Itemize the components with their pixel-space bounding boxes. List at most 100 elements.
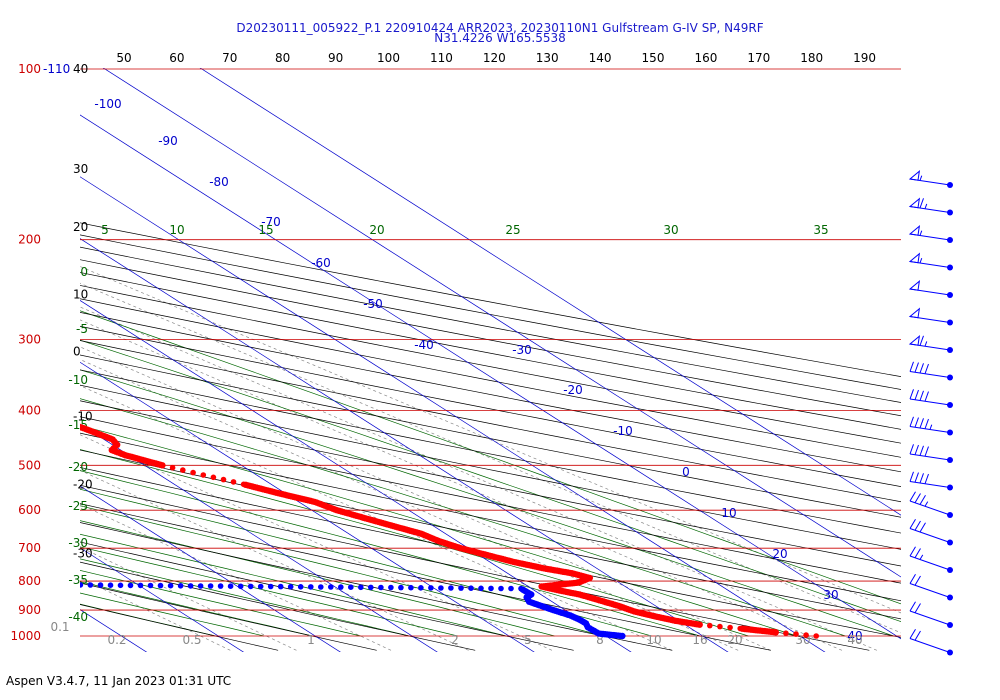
temperature-point bbox=[61, 420, 67, 426]
temperature-point bbox=[220, 476, 227, 483]
moist-adiabat-line bbox=[80, 339, 901, 622]
moist-adiabat-line bbox=[80, 470, 700, 637]
isotherm-label: 20 bbox=[772, 547, 787, 561]
wind-barb-base bbox=[947, 182, 953, 188]
isotherm-label: 10 bbox=[721, 506, 736, 520]
moist-adiabat-line bbox=[80, 505, 604, 637]
dewpoint-point bbox=[97, 582, 104, 588]
dry-adiabat-line bbox=[80, 561, 476, 651]
left-scale-label: -10 bbox=[73, 409, 93, 423]
temperature-point bbox=[813, 633, 819, 639]
dry-adiabat-line bbox=[80, 234, 901, 390]
wind-barb-half-feather bbox=[919, 554, 924, 560]
moist-adiabat-label: 20 bbox=[369, 223, 384, 237]
wind-barb-base bbox=[947, 649, 953, 656]
wind-barb-feather bbox=[919, 473, 924, 484]
moist-adiabat-label: -20 bbox=[68, 460, 88, 474]
top-scale-label: 120 bbox=[483, 51, 506, 65]
temperature-point bbox=[793, 631, 799, 637]
dewpoint-point bbox=[418, 585, 424, 591]
isotherms bbox=[0, 59, 901, 696]
dewpoint-point bbox=[27, 426, 33, 432]
wind-barb-feather bbox=[914, 444, 919, 455]
wind-barb-feather bbox=[909, 546, 916, 557]
temperature-point bbox=[200, 472, 207, 478]
isotherm-line bbox=[80, 485, 341, 652]
wind-barb bbox=[908, 169, 953, 188]
moist-adiabat-line bbox=[80, 488, 652, 637]
wind-barb-feather bbox=[914, 603, 921, 614]
temperature-point bbox=[783, 630, 789, 636]
wind-barb-staff bbox=[909, 481, 951, 488]
dewpoint-point bbox=[80, 582, 84, 588]
dewpoint-point bbox=[46, 431, 52, 437]
isotherm-label: -100 bbox=[94, 97, 121, 111]
dewpoint-point bbox=[318, 584, 324, 590]
wind-barb-feather bbox=[919, 494, 926, 505]
dry-adiabat-line bbox=[80, 503, 771, 651]
dewpoint-point bbox=[117, 582, 124, 589]
moist-adiabat-line bbox=[80, 570, 361, 637]
wind-barb-feather bbox=[919, 198, 924, 209]
dewpoint-point bbox=[58, 582, 64, 588]
dewpoint-point bbox=[24, 426, 30, 432]
dewpoint-point bbox=[398, 584, 404, 591]
dry-adiabat-line bbox=[80, 246, 901, 403]
dry-adiabat-line bbox=[80, 432, 901, 602]
wind-barb-feather bbox=[914, 493, 921, 504]
temperature-point bbox=[8, 404, 14, 410]
dry-adiabat-line bbox=[80, 298, 901, 458]
isotherm-label: -30 bbox=[512, 343, 532, 357]
dry-adiabat-line bbox=[80, 384, 901, 550]
wind-barb bbox=[909, 471, 953, 491]
dewpoint-point bbox=[428, 585, 434, 591]
pressure-label: 500 bbox=[18, 458, 41, 472]
wind-barb-base bbox=[947, 237, 953, 243]
wind-barb bbox=[908, 252, 953, 271]
isotherm-label: -40 bbox=[414, 338, 434, 352]
corner-temp-label: -110 bbox=[43, 62, 70, 76]
dewpoint-point bbox=[257, 583, 264, 590]
wind-barb-base bbox=[947, 429, 953, 436]
temperature-point bbox=[727, 624, 733, 631]
dewpoint-point bbox=[56, 442, 62, 448]
wind-barb-feather bbox=[919, 390, 924, 401]
wind-barb bbox=[909, 573, 953, 601]
wind-barb bbox=[909, 518, 953, 546]
pressure-label: 900 bbox=[18, 603, 41, 617]
dewpoint-point bbox=[8, 582, 14, 588]
wind-barb-base bbox=[947, 264, 953, 271]
left-scale-label: -20 bbox=[73, 477, 93, 491]
dewpoint-point bbox=[167, 582, 174, 589]
temperature-profile bbox=[0, 401, 819, 639]
wind-barb-feather bbox=[914, 548, 921, 559]
dry-adiabat-line bbox=[80, 582, 377, 651]
top-scale-label: 80 bbox=[275, 51, 290, 65]
moist-adiabat-line bbox=[80, 558, 410, 637]
dewpoint-point bbox=[87, 582, 94, 588]
isotherm-line bbox=[0, 59, 22, 696]
mixing-ratio-label: 2 bbox=[451, 633, 459, 647]
wind-barb-base bbox=[947, 319, 953, 326]
wind-barb-feather bbox=[919, 335, 924, 346]
moist-adiabat-label: 25 bbox=[505, 223, 520, 237]
dewpoint-point bbox=[41, 430, 47, 436]
pressure-label: 100 bbox=[18, 62, 41, 76]
wind-barb-staff bbox=[909, 638, 951, 653]
dewpoint-point bbox=[247, 583, 254, 590]
temperature-point bbox=[1, 403, 7, 409]
dewpoint-point bbox=[287, 583, 294, 590]
left-scale-label: 20 bbox=[73, 220, 88, 234]
wind-barb-flag bbox=[908, 197, 921, 209]
wind-barb-base bbox=[947, 292, 953, 298]
dewpoint-point bbox=[227, 583, 234, 589]
top-scale-label: 110 bbox=[430, 51, 453, 65]
wind-barb-staff bbox=[909, 500, 951, 516]
wind-barb-feather bbox=[909, 389, 914, 400]
moist-adiabat-label: -10 bbox=[68, 373, 88, 387]
temperature-point bbox=[0, 401, 2, 407]
dewpoint-point bbox=[468, 585, 474, 591]
temperature-point bbox=[41, 414, 47, 420]
dewpoint-point bbox=[35, 428, 41, 434]
